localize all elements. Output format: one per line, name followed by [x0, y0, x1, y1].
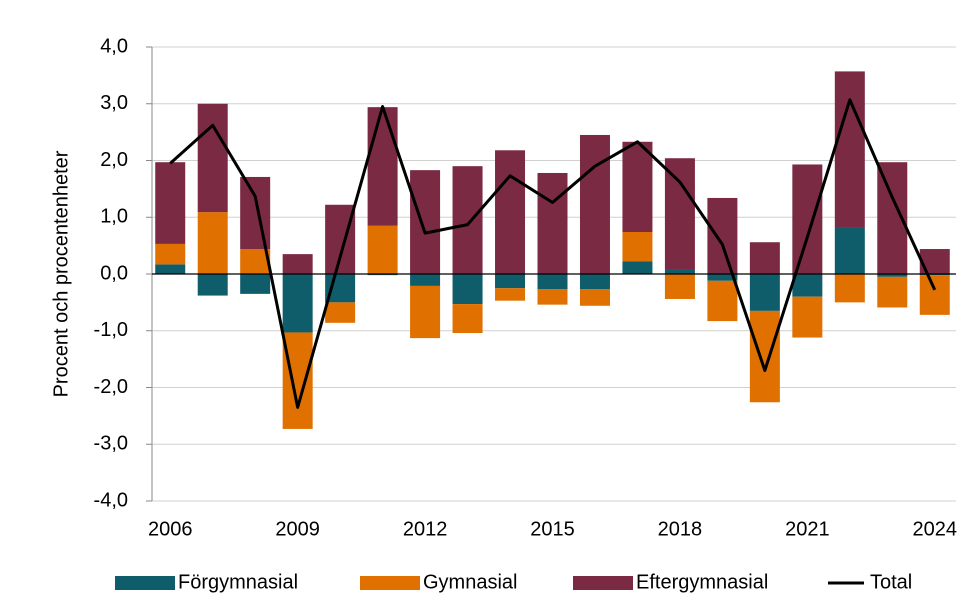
y-tick-label: -1,0	[94, 319, 128, 341]
y-tick-label: 0,0	[100, 262, 128, 284]
bar	[452, 166, 483, 274]
bar	[749, 242, 780, 274]
bar	[579, 134, 610, 274]
bar	[367, 107, 398, 226]
bar	[410, 285, 441, 339]
bar	[664, 274, 695, 299]
bar	[834, 71, 865, 228]
bar	[834, 227, 865, 274]
x-tick-label: 2012	[403, 518, 448, 540]
bar	[749, 310, 780, 403]
bar	[410, 274, 441, 286]
bar	[579, 274, 610, 290]
y-axis-label: Procent och procentenheter	[50, 150, 72, 397]
bar	[155, 243, 186, 265]
bar	[792, 296, 823, 338]
bar	[707, 274, 738, 281]
x-tick-label: 2021	[785, 518, 830, 540]
bar	[792, 274, 823, 297]
bar	[622, 141, 653, 233]
bar	[282, 254, 313, 274]
x-tick-label: 2009	[275, 518, 320, 540]
bar	[495, 274, 526, 289]
bar	[155, 264, 186, 274]
legend-label: Förgymnasial	[178, 571, 298, 593]
bar	[919, 275, 950, 315]
legend-swatch	[360, 576, 420, 590]
x-tick-label: 2018	[658, 518, 703, 540]
bar	[707, 197, 738, 274]
legend-label: Gymnasial	[423, 571, 517, 593]
bar	[622, 261, 653, 274]
legend-swatch	[115, 576, 175, 590]
y-tick-label: 2,0	[100, 149, 128, 171]
bar	[155, 162, 186, 244]
x-tick-label: 2015	[530, 518, 575, 540]
bar	[367, 225, 398, 274]
bar	[664, 158, 695, 270]
bar	[197, 212, 228, 274]
y-tick-label: 4,0	[100, 35, 128, 57]
line	[169, 98, 937, 409]
bar	[792, 164, 823, 274]
bar	[707, 280, 738, 322]
bar	[410, 170, 441, 274]
bar	[664, 269, 695, 274]
x-tick-label: 2006	[148, 518, 193, 540]
y-tick-label: 1,0	[100, 206, 128, 228]
bar	[325, 302, 356, 323]
bar	[877, 274, 908, 277]
bar	[282, 332, 313, 429]
y-tick-label: -4,0	[94, 489, 128, 511]
bar	[749, 274, 780, 311]
bar	[877, 276, 908, 308]
bar	[197, 103, 228, 213]
bar	[197, 274, 228, 296]
bar	[537, 289, 568, 305]
y-tick-label: -3,0	[94, 433, 128, 455]
bar	[452, 274, 483, 305]
y-tick-label: 3,0	[100, 92, 128, 114]
y-tick-label: -2,0	[94, 376, 128, 398]
bar	[282, 274, 313, 333]
x-tick-label: 2024	[913, 518, 958, 540]
bar	[579, 289, 610, 306]
legend-swatch	[573, 576, 633, 590]
bar	[495, 150, 526, 274]
legend-label: Total	[870, 571, 912, 593]
legend-label: Eftergymnasial	[636, 571, 768, 593]
bar	[622, 232, 653, 262]
bar	[834, 274, 865, 303]
bar	[240, 176, 271, 250]
bar	[537, 274, 568, 290]
bar	[452, 304, 483, 334]
bar	[240, 274, 271, 294]
bar	[537, 172, 568, 274]
bar	[495, 288, 526, 301]
